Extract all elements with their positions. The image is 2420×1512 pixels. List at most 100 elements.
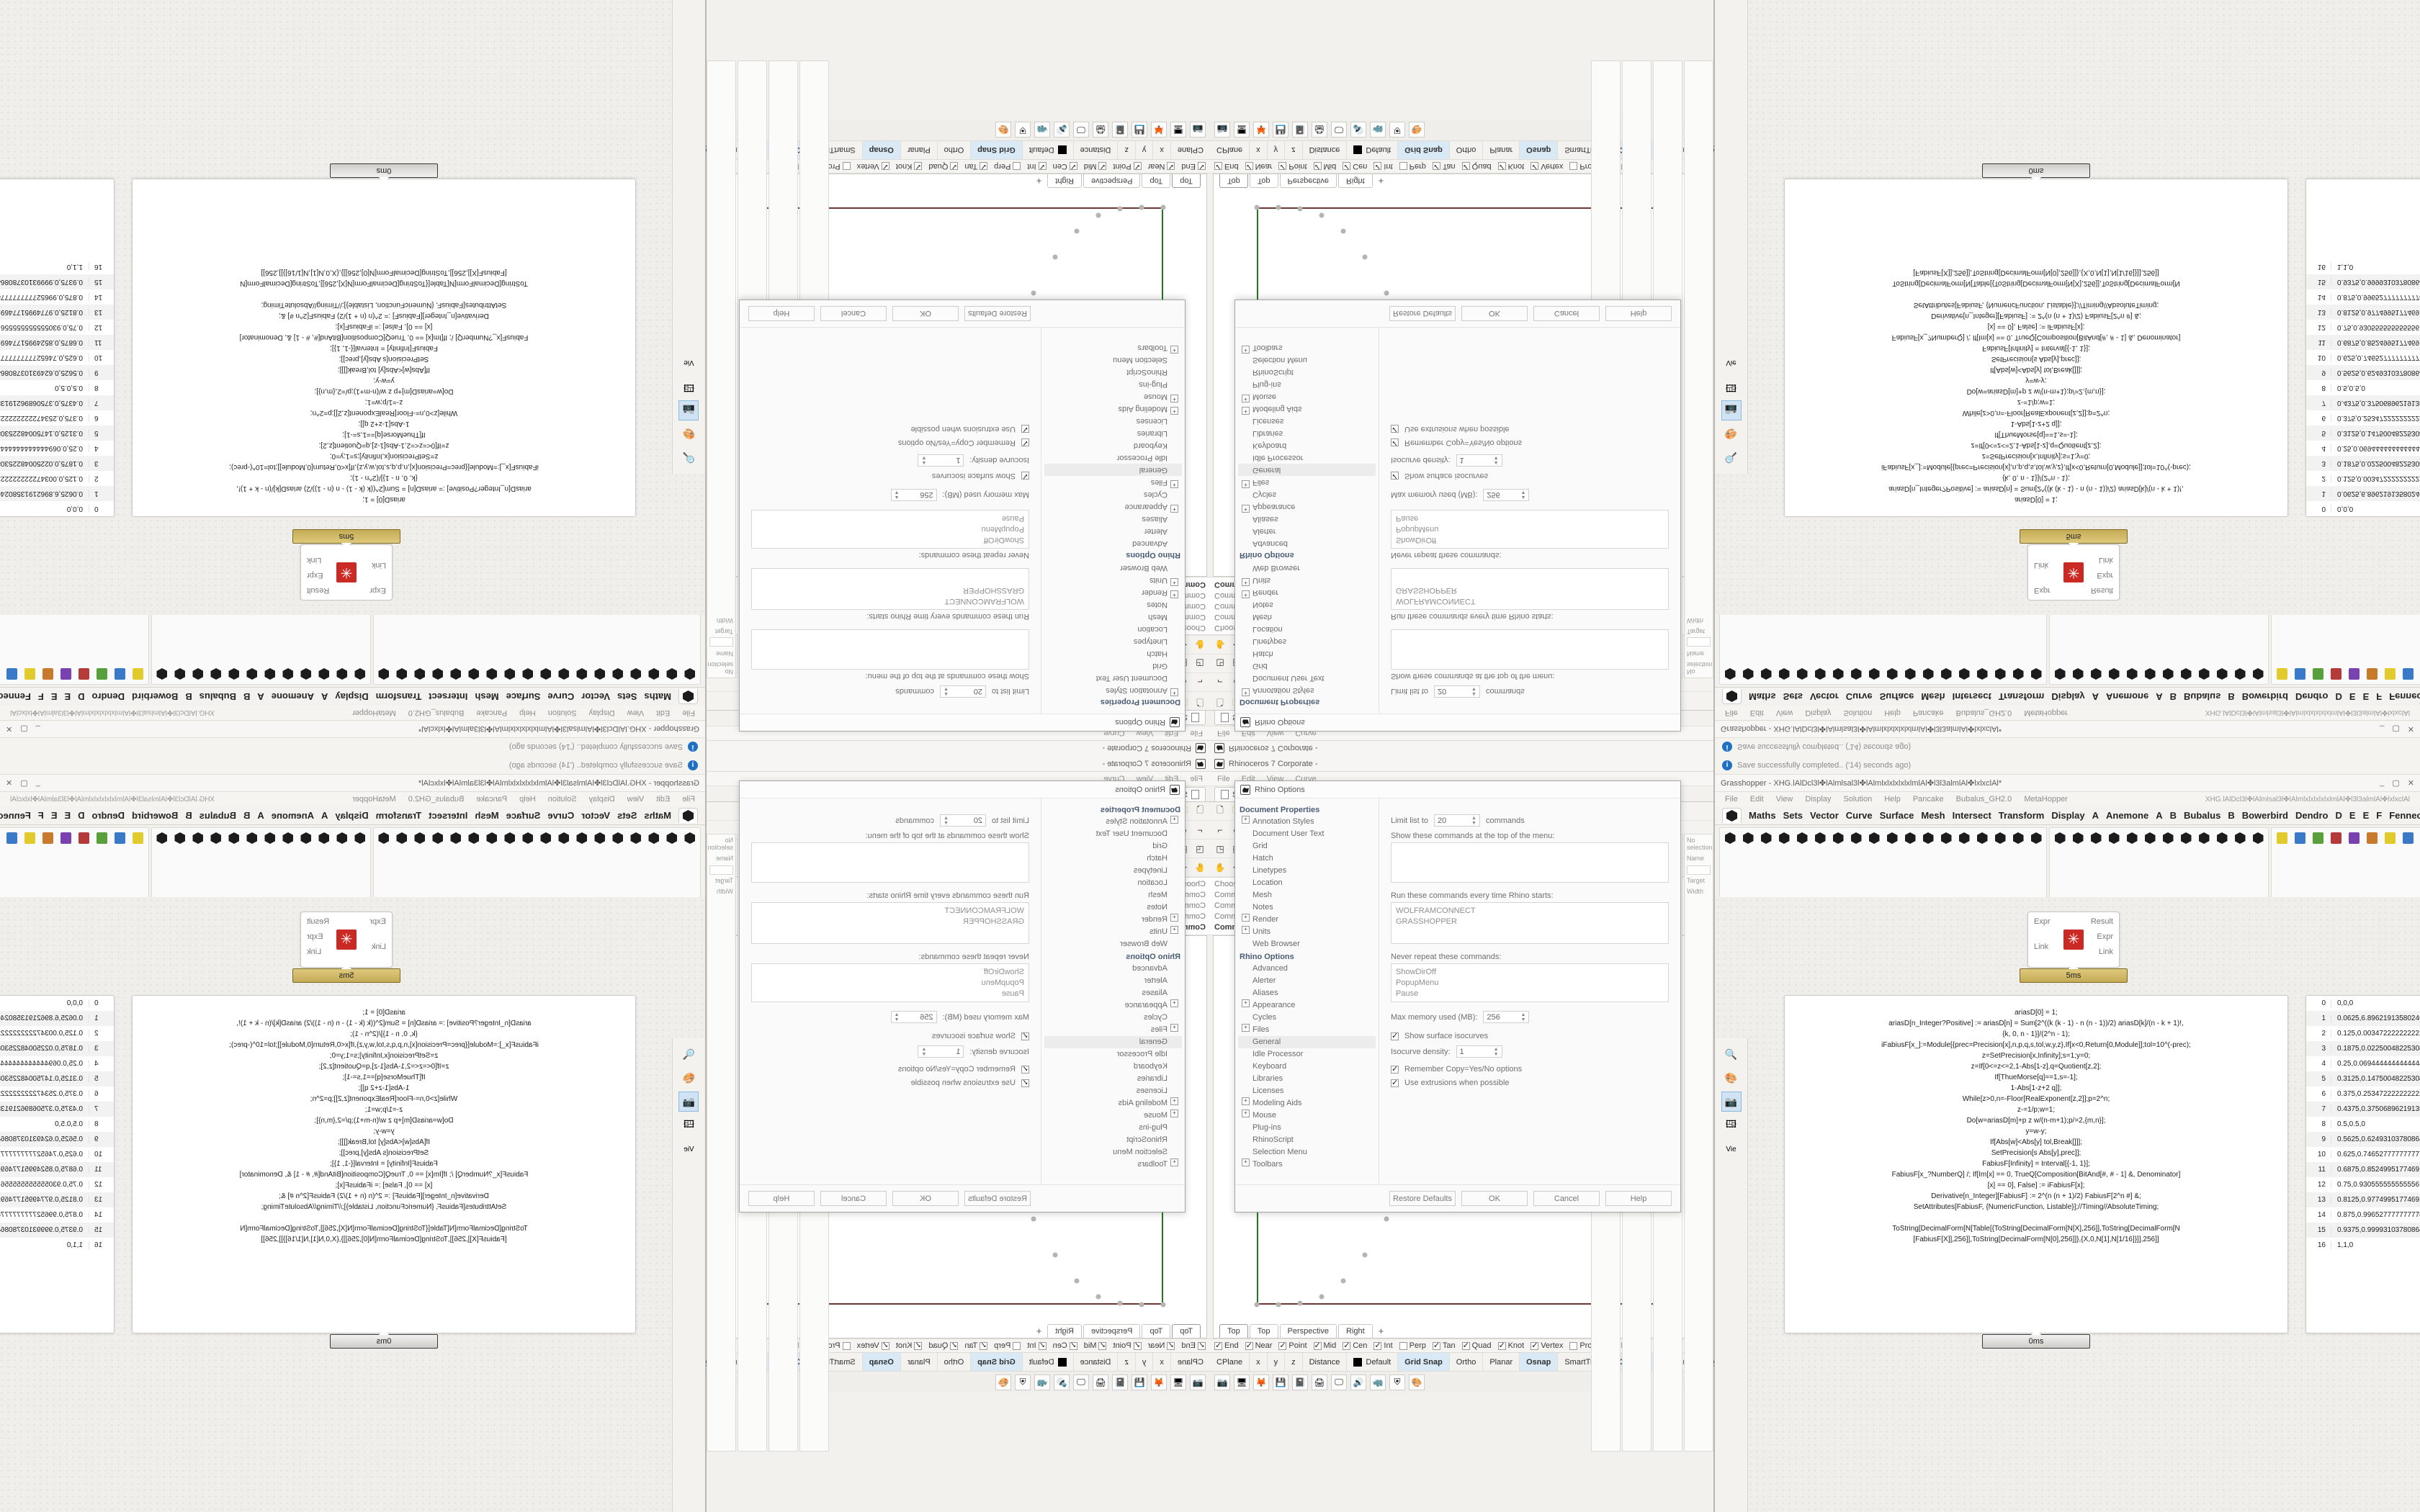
ok-button[interactable]: OK — [1461, 306, 1528, 321]
table-row[interactable]: 20.125,0.003472222222222222,0 — [0, 1026, 114, 1041]
options-tree-item-annotation-styles[interactable]: Annotation Styles — [1238, 816, 1376, 828]
table-row[interactable]: 30.1875,0.022500482253086419,0 — [0, 456, 114, 471]
component-icon[interactable] — [1973, 665, 1991, 683]
status-grid-snap[interactable]: Grid Snap — [1398, 1353, 1450, 1371]
options-tree-item-licenses[interactable]: Licenses — [1252, 417, 1284, 426]
component-icon[interactable] — [393, 829, 411, 847]
stepper-arrows-icon[interactable]: ▲ ▼ — [1520, 1012, 1526, 1022]
checkbox-point[interactable] — [1133, 1341, 1142, 1350]
checkbox-tan[interactable] — [980, 162, 988, 171]
component-icon[interactable] — [1955, 829, 1973, 847]
component-icon[interactable] — [1919, 829, 1937, 847]
status-default[interactable]: Default — [1347, 141, 1399, 159]
gh-category-bowerbird[interactable]: Bowerbird — [132, 691, 178, 702]
table-row[interactable]: 12 0.75,0.930555555555556,0 — [0, 320, 114, 335]
checkbox-quad[interactable] — [1461, 162, 1470, 171]
osnap-near[interactable]: Near — [1245, 1341, 1272, 1350]
component-inputs[interactable]: Expr Link — [369, 917, 386, 951]
isocurve-density-row[interactable]: Isocurve density: 1 ▲ ▼ — [1391, 1045, 1669, 1058]
pan-icon[interactable]: ✋ — [1194, 862, 1206, 873]
display-icon[interactable]: 🖵 — [1073, 122, 1089, 138]
top-menu-textarea[interactable] — [751, 842, 1029, 883]
component-icon[interactable] — [2123, 665, 2141, 683]
stepper-arrows-icon[interactable]: ▲ ▼ — [1493, 1046, 1499, 1057]
gh-menu-display[interactable]: Display — [588, 795, 615, 804]
table-row[interactable]: 110.6875,0.852499517746914,0 — [2306, 335, 2420, 350]
options-tree-item-mouse[interactable]: Mouse — [1044, 390, 1182, 402]
view-name-field[interactable] — [709, 637, 733, 647]
checkbox-remember-copy[interactable] — [1021, 1065, 1029, 1074]
options-tree-item-units[interactable]: Units — [1044, 574, 1182, 586]
gh-category-f[interactable]: F — [38, 810, 44, 821]
viewport-add-tab-icon[interactable]: + — [1378, 1326, 1384, 1336]
gh-category-fennec[interactable]: Fennec — [0, 691, 31, 702]
component-icon[interactable] — [1991, 829, 2009, 847]
output-expr[interactable]: Expr — [307, 571, 323, 580]
component-icon[interactable] — [2249, 829, 2267, 847]
options-tree-item-web-browser[interactable]: Web Browser — [1120, 940, 1168, 948]
checkbox-vertex[interactable] — [881, 1341, 889, 1350]
gh-menu-display[interactable]: Display — [1805, 795, 1832, 804]
osnap-int[interactable]: Int — [1373, 162, 1393, 171]
component-icon[interactable] — [627, 829, 645, 847]
gh-category-b[interactable]: B — [2228, 810, 2234, 821]
gh-menu-file[interactable]: File — [1725, 795, 1738, 804]
minimize-icon[interactable]: _ — [35, 778, 40, 787]
osnap-end[interactable]: End — [1214, 162, 1239, 171]
minimize-icon[interactable]: _ — [2380, 725, 2385, 734]
grasshopper-result-panel[interactable]: 00,0,010.0625,6.8962191358024676E-05,020… — [0, 179, 115, 517]
table-row[interactable]: 16 1,1,0 — [0, 1238, 114, 1253]
options-tree-item-toolbars[interactable]: Toolbars — [1044, 341, 1182, 354]
component-icon[interactable] — [0, 829, 3, 847]
table-row[interactable]: 12 0.75,0.930555555555556,0 — [0, 1177, 114, 1192]
close-icon[interactable]: ✕ — [2407, 724, 2414, 733]
component-icon[interactable] — [243, 829, 261, 847]
gh-category-e[interactable]: E — [2349, 691, 2356, 702]
component-icon[interactable] — [153, 829, 171, 847]
firefox-icon[interactable]: 🦊 — [1253, 122, 1269, 138]
rhino-options-dialog[interactable]: Rhino Options Document PropertiesAnnotat… — [739, 780, 1186, 1212]
component-icon[interactable] — [1739, 829, 1757, 847]
options-tree-item-selection-menu[interactable]: Selection Menu — [1113, 356, 1168, 364]
checkbox-cen[interactable] — [1343, 162, 1351, 171]
limit-list-stepper[interactable]: 20 ▲ ▼ — [1433, 685, 1480, 698]
camera-icon[interactable]: 📷 — [678, 400, 699, 420]
component-icon[interactable] — [1793, 829, 1811, 847]
result-table[interactable]: 00,0,010.0625,6.8962191358024676E-05,020… — [2306, 259, 2420, 516]
options-tree-item-idle-processor[interactable]: Idle Processor — [1116, 454, 1168, 462]
output-result[interactable]: Result — [307, 917, 330, 926]
result-table[interactable]: 00,0,010.0625,6.8962191358024676E-05,020… — [2306, 996, 2420, 1253]
panel-view[interactable]: No selection Name Target Width — [707, 834, 736, 1452]
use-extrusions-row[interactable]: Use extrusions when possible — [1391, 1078, 1669, 1087]
component-icon[interactable] — [609, 829, 627, 847]
table-row[interactable]: 150.9375,0.999931037808642,0 — [2306, 1223, 2420, 1238]
camera-icon[interactable]: 📷 — [1721, 1092, 1742, 1112]
osnap-mid[interactable]: Mid — [1313, 1341, 1336, 1350]
options-tree-item-linetypes[interactable]: Linetypes — [1133, 637, 1168, 646]
gh-menu-bubalus-gh2-0[interactable]: Bubalus_GH2.0 — [1955, 795, 2012, 804]
table-row[interactable]: 30.1875,0.022500482253086419,0 — [0, 1041, 114, 1056]
gh-category-fennec[interactable]: Fennec — [2389, 810, 2420, 821]
viewport-add-tab-icon[interactable]: + — [1036, 176, 1042, 186]
status-distance[interactable]: Distance — [1303, 1353, 1348, 1371]
checkbox-remember-copy[interactable] — [1391, 1064, 1399, 1074]
status-planar[interactable]: Planar — [900, 141, 937, 159]
checkbox-project[interactable] — [1569, 162, 1578, 171]
window-controls[interactable]: _ ▢ ✕ — [6, 778, 40, 788]
options-tree-item-advanced[interactable]: Advanced — [1132, 539, 1168, 548]
table-row[interactable]: 140.875,0.996527777777778,0 — [0, 289, 114, 305]
options-tree-item-files[interactable]: Files — [1238, 1024, 1376, 1036]
stepper-arrows-icon[interactable]: ▲ ▼ — [921, 455, 927, 466]
viewport-tab-right[interactable]: Right — [1337, 174, 1373, 188]
gh-menu-metahopper[interactable]: MetaHopper — [352, 795, 396, 804]
gh-menu-solution[interactable]: Solution — [1843, 708, 1873, 717]
viewport-tab-right[interactable]: Right — [1047, 174, 1083, 188]
component-icon[interactable] — [2051, 829, 2069, 847]
gh-category-intersect[interactable]: Intersect — [1953, 810, 1991, 821]
component-icon[interactable] — [2213, 665, 2231, 683]
surface-corner-icon[interactable]: ⌐ — [1217, 677, 1223, 688]
gh-category-dendro[interactable]: Dendro — [92, 691, 125, 702]
options-tree-item-files[interactable]: Files — [1238, 476, 1376, 488]
surface-corner-icon[interactable]: ⌐ — [1197, 824, 1203, 835]
component-icon[interactable] — [591, 665, 609, 683]
